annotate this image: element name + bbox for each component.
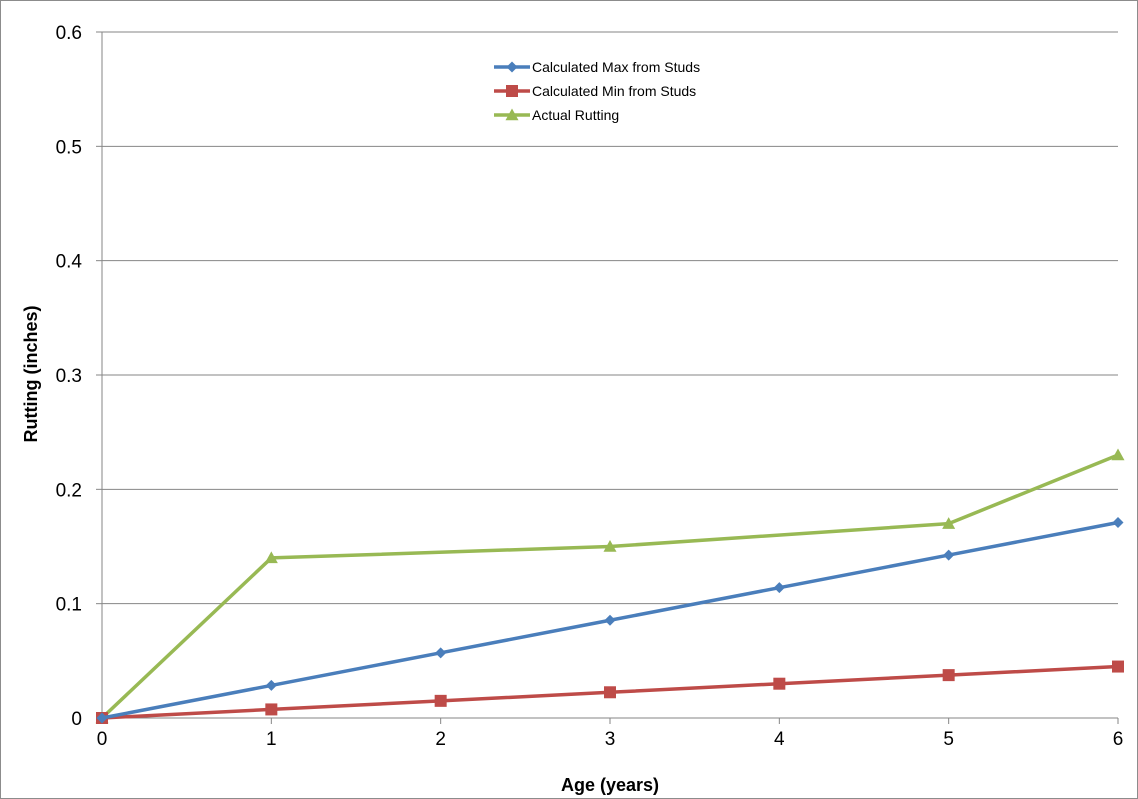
legend-entry: Actual Rutting bbox=[494, 107, 619, 123]
data-point bbox=[942, 669, 955, 682]
data-point bbox=[773, 582, 785, 594]
series-lines bbox=[95, 448, 1125, 724]
data-point bbox=[1112, 660, 1124, 673]
data-point bbox=[435, 647, 447, 659]
x-tick-label: 1 bbox=[266, 729, 277, 750]
series-calculated-max-from-studs bbox=[96, 516, 1124, 724]
data-point bbox=[603, 540, 617, 552]
y-axis-title: Rutting (inches) bbox=[21, 306, 41, 443]
legend-entry: Calculated Max from Studs bbox=[494, 59, 700, 75]
series-calculated-min-from-studs bbox=[96, 660, 1124, 724]
legend: Calculated Max from Studs Calculated Min … bbox=[494, 59, 700, 123]
data-point bbox=[1112, 516, 1124, 528]
x-axis-title: Age (years) bbox=[561, 775, 659, 795]
y-tick-label: 0.3 bbox=[56, 366, 82, 387]
gridlines bbox=[102, 31, 1118, 605]
data-point bbox=[265, 679, 277, 691]
data-point bbox=[604, 614, 616, 626]
tick-labels: 0 0.1 0.2 0.3 0.4 0.5 0.6 0 1 2 3 4 5 6 bbox=[56, 23, 1124, 750]
data-point bbox=[604, 686, 616, 699]
data-point bbox=[773, 677, 786, 690]
data-point bbox=[264, 551, 278, 564]
x-tick-label: 5 bbox=[943, 729, 954, 750]
data-point bbox=[265, 703, 278, 716]
y-tick-label: 0.4 bbox=[56, 252, 83, 273]
y-tick-label: 0.5 bbox=[56, 137, 82, 158]
data-point bbox=[943, 549, 955, 561]
legend-swatch-marker bbox=[506, 85, 518, 97]
y-tick-label: 0.2 bbox=[56, 480, 82, 501]
x-tick-label: 0 bbox=[97, 729, 108, 750]
x-tick-label: 2 bbox=[435, 729, 446, 750]
y-tick-label: 0 bbox=[71, 709, 82, 730]
x-tick-label: 3 bbox=[605, 729, 616, 750]
legend-swatch-marker bbox=[506, 61, 518, 73]
data-point bbox=[434, 694, 447, 707]
x-tick-label: 6 bbox=[1113, 729, 1124, 750]
data-point bbox=[1111, 448, 1125, 461]
legend-swatch-marker bbox=[505, 108, 519, 121]
y-tick-label: 0.6 bbox=[56, 23, 82, 44]
legend-label: Calculated Min from Studs bbox=[532, 83, 696, 99]
legend-label: Calculated Max from Studs bbox=[532, 59, 700, 75]
data-point bbox=[942, 517, 956, 529]
legend-entry: Calculated Min from Studs bbox=[494, 83, 696, 99]
legend-label: Actual Rutting bbox=[532, 107, 619, 123]
x-tick-label: 4 bbox=[774, 729, 785, 750]
data-point bbox=[96, 712, 108, 724]
series-actual-rutting bbox=[95, 448, 1125, 724]
series-line bbox=[100, 453, 1119, 720]
y-tick-label: 0.1 bbox=[56, 595, 82, 616]
